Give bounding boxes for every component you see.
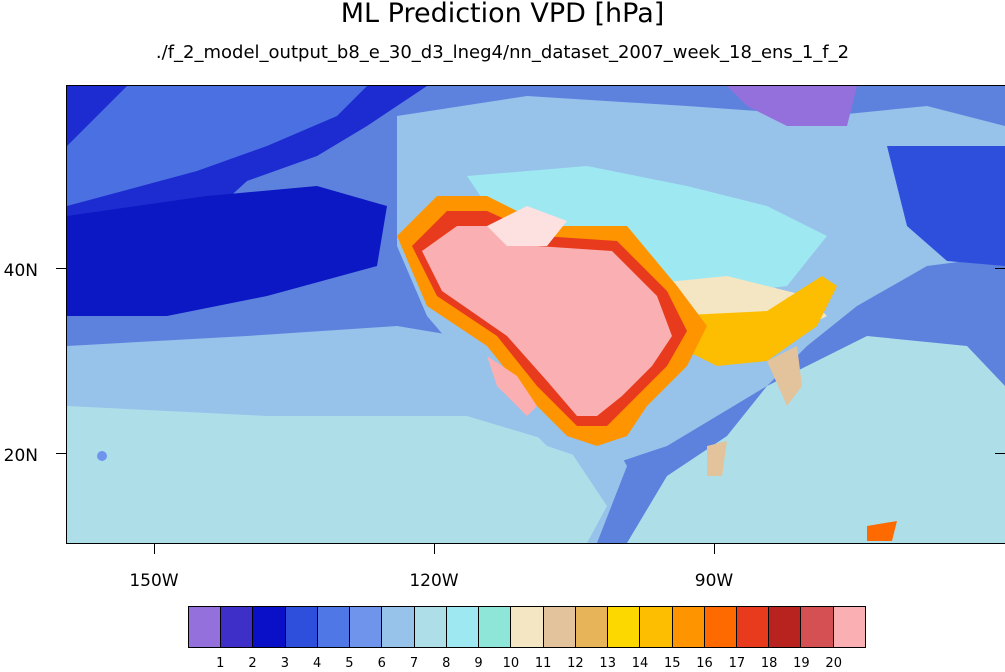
lat-label-20n: 20N <box>3 446 38 466</box>
colorbar-box <box>382 607 415 647</box>
colorbar-tick-label: 13 <box>599 656 616 671</box>
lat-tick-40n-right <box>995 268 1005 269</box>
colorbar-box <box>511 607 544 647</box>
colorbar-box <box>317 607 351 647</box>
colorbar-box <box>253 607 286 647</box>
colorbar-box <box>640 607 673 647</box>
colorbar-tick-label: 6 <box>377 656 386 671</box>
southeast-orange <box>667 276 837 366</box>
hudson-purple <box>727 86 857 126</box>
colorbar-tick-label: 1 <box>216 656 225 671</box>
colorbar-tick-label: 14 <box>631 656 649 671</box>
chart-title: ML Prediction VPD [hPa] <box>340 0 665 29</box>
colorbar-box <box>833 607 865 647</box>
pacific-lighter-band <box>67 406 607 543</box>
colorbar-box <box>801 607 834 647</box>
vpd-field-svg <box>67 86 1005 543</box>
colorbar-tick-label: 20 <box>825 656 842 671</box>
atlantic-deep-blue <box>887 146 1005 266</box>
colorbar-tick-label: 5 <box>345 656 354 671</box>
colorbar-tick-label: 4 <box>313 656 322 671</box>
lat-tick-20n-right <box>995 453 1005 454</box>
vpd-map <box>67 86 1005 543</box>
colorbar-tick-label: 2 <box>248 656 257 671</box>
colorbar-tick-label: 16 <box>696 656 713 671</box>
colorbar-tick-label: 8 <box>442 656 451 671</box>
lon-tick-120w <box>434 544 435 554</box>
lon-label-150w: 150W <box>129 571 179 591</box>
colorbar-box <box>479 607 512 647</box>
colorbar-box <box>414 607 447 647</box>
colorbar-box <box>736 607 770 647</box>
lon-label-120w: 120W <box>409 571 459 591</box>
colorbar-box <box>221 607 254 647</box>
colorbar-box <box>704 607 737 647</box>
lon-label-90w: 90W <box>694 571 734 591</box>
plains-cyan <box>467 166 827 296</box>
colorbar-box <box>543 607 576 647</box>
lon-tick-90w <box>714 544 715 554</box>
colorbar-tick-label: 17 <box>728 656 746 671</box>
colorbar-tick-label: 11 <box>534 656 552 671</box>
colorbar-tick-label: 18 <box>760 656 778 671</box>
lat-label-40n: 40N <box>3 261 38 281</box>
colorbar-tick-label: 7 <box>409 656 419 671</box>
lat-tick-20n-left <box>56 453 66 454</box>
caribbean-tan <box>707 441 727 476</box>
colorbar-box <box>189 607 222 647</box>
lat-tick-40n-left <box>56 268 66 269</box>
florida-tan <box>767 346 802 406</box>
deep-blue-pacific <box>67 186 387 316</box>
colorbar-box <box>608 607 641 647</box>
blue-northwest-inner <box>67 86 367 206</box>
lon-tick-150w <box>154 544 155 554</box>
southwest-core-north <box>487 206 567 246</box>
colorbar-box <box>350 607 383 647</box>
colorbar-tick-label: 3 <box>280 656 289 671</box>
colorbar-tick-label: 19 <box>793 656 810 671</box>
colorbar-box <box>672 607 705 647</box>
south-america-orange <box>867 521 897 541</box>
colorbar-tick-label: 12 <box>567 656 584 671</box>
colorbar-box <box>575 607 609 647</box>
colorbar-tick-label: 10 <box>502 656 520 671</box>
southwest-pink-core <box>422 226 672 416</box>
colorbar-box <box>285 607 318 647</box>
hawaii-island <box>97 451 107 461</box>
gulf-atlantic-light <box>627 336 1005 543</box>
chart-subtitle: ./f_2_model_output_b8_e_30_d3_lneg4/nn_d… <box>155 42 850 63</box>
colorbar-box <box>769 607 802 647</box>
colorbar-tick-label: 15 <box>664 656 681 671</box>
baja-pink <box>487 356 537 416</box>
colorbar <box>188 606 866 648</box>
colorbar-tick-label: 9 <box>474 656 483 671</box>
colorbar-box <box>446 607 480 647</box>
